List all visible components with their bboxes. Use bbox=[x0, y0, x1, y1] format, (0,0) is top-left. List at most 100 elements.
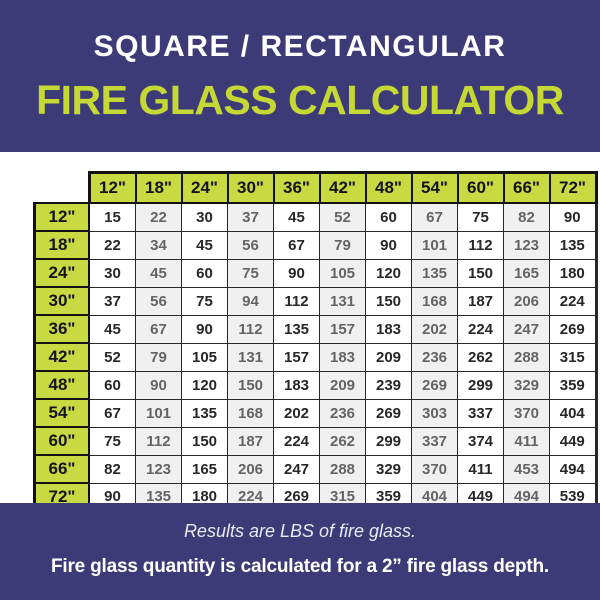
top-banner: SQUARE / RECTANGULAR FIRE GLASS CALCULAT… bbox=[0, 0, 600, 152]
column-header: 24" bbox=[180, 171, 229, 204]
value-cell: 34 bbox=[135, 230, 182, 260]
value-cell: 269 bbox=[411, 370, 458, 400]
value-cell: 150 bbox=[365, 286, 412, 316]
value-cell: 262 bbox=[457, 342, 504, 372]
fire-glass-table: 12" 18" 24" 30" 36" 42" 48" 54" 60" 66" 72" 12" 15 2… bbox=[33, 171, 598, 513]
value-cell: 52 bbox=[88, 342, 136, 372]
value-cell: 303 bbox=[411, 398, 458, 428]
value-cell: 236 bbox=[319, 398, 366, 428]
row-header: 30" bbox=[33, 286, 90, 316]
value-cell: 247 bbox=[273, 454, 320, 484]
value-cell: 269 bbox=[549, 314, 598, 344]
row-header: 60" bbox=[33, 426, 90, 456]
banner-title: FIRE GLASS CALCULATOR bbox=[36, 77, 564, 123]
value-cell: 131 bbox=[227, 342, 274, 372]
value-cell: 45 bbox=[88, 314, 136, 344]
value-cell: 67 bbox=[411, 202, 458, 232]
value-cell: 45 bbox=[181, 230, 228, 260]
value-cell: 45 bbox=[135, 258, 182, 288]
column-header: 72" bbox=[548, 171, 598, 204]
value-cell: 206 bbox=[503, 286, 550, 316]
value-cell: 30 bbox=[181, 202, 228, 232]
table-head-row: 12" 18" 24" 30" 36" 42" 48" 54" 60" 66" 72" bbox=[35, 171, 598, 204]
value-cell: 135 bbox=[181, 398, 228, 428]
table-row: 42" 52 79 105 131 157 183 209 236 262 288 315 bbox=[33, 342, 598, 372]
value-cell: 168 bbox=[227, 398, 274, 428]
value-cell: 183 bbox=[365, 314, 412, 344]
value-cell: 105 bbox=[319, 258, 366, 288]
value-cell: 101 bbox=[135, 398, 182, 428]
value-cell: 112 bbox=[135, 426, 182, 456]
value-cell: 183 bbox=[319, 342, 366, 372]
value-cell: 299 bbox=[457, 370, 504, 400]
value-cell: 82 bbox=[88, 454, 136, 484]
corner-cell bbox=[35, 173, 90, 204]
value-cell: 329 bbox=[365, 454, 412, 484]
value-cell: 157 bbox=[273, 342, 320, 372]
footer: Results are LBS of fire glass. Fire glas… bbox=[0, 503, 600, 600]
value-cell: 60 bbox=[88, 370, 136, 400]
value-cell: 202 bbox=[273, 398, 320, 428]
row-header: 24" bbox=[33, 258, 90, 288]
row-header: 54" bbox=[33, 398, 90, 428]
column-header: 30" bbox=[226, 171, 275, 204]
value-cell: 262 bbox=[319, 426, 366, 456]
value-cell: 224 bbox=[549, 286, 598, 316]
value-cell: 411 bbox=[503, 426, 550, 456]
row-header: 18" bbox=[33, 230, 90, 260]
value-cell: 374 bbox=[457, 426, 504, 456]
value-cell: 453 bbox=[503, 454, 550, 484]
value-cell: 337 bbox=[411, 426, 458, 456]
value-cell: 79 bbox=[135, 342, 182, 372]
value-cell: 56 bbox=[227, 230, 274, 260]
column-header: 36" bbox=[272, 171, 321, 204]
column-header: 48" bbox=[364, 171, 413, 204]
value-cell: 112 bbox=[273, 286, 320, 316]
value-cell: 112 bbox=[457, 230, 504, 260]
value-cell: 206 bbox=[227, 454, 274, 484]
row-header: 12" bbox=[33, 202, 90, 232]
value-cell: 90 bbox=[181, 314, 228, 344]
value-cell: 105 bbox=[181, 342, 228, 372]
row-header: 66" bbox=[33, 454, 90, 484]
value-cell: 359 bbox=[549, 370, 598, 400]
value-cell: 180 bbox=[549, 258, 598, 288]
table-row: 66" 82 123 165 206 247 288 329 370 411 453 494 bbox=[33, 454, 598, 484]
row-header: 36" bbox=[33, 314, 90, 344]
value-cell: 123 bbox=[503, 230, 550, 260]
value-cell: 135 bbox=[273, 314, 320, 344]
value-cell: 329 bbox=[503, 370, 550, 400]
value-cell: 94 bbox=[227, 286, 274, 316]
value-cell: 60 bbox=[365, 202, 412, 232]
value-cell: 370 bbox=[503, 398, 550, 428]
value-cell: 15 bbox=[88, 202, 136, 232]
value-cell: 82 bbox=[503, 202, 550, 232]
banner-subtitle: SQUARE / RECTANGULAR bbox=[93, 30, 507, 63]
value-cell: 187 bbox=[457, 286, 504, 316]
table-row: 30" 37 56 75 94 112 131 150 168 187 206 224 bbox=[33, 286, 598, 316]
value-cell: 120 bbox=[181, 370, 228, 400]
column-header: 12" bbox=[87, 171, 137, 204]
row-header: 42" bbox=[33, 342, 90, 372]
value-cell: 45 bbox=[273, 202, 320, 232]
column-header: 42" bbox=[318, 171, 367, 204]
value-cell: 22 bbox=[135, 202, 182, 232]
value-cell: 150 bbox=[457, 258, 504, 288]
table-row: 54" 67 101 135 168 202 236 269 303 337 370 404 bbox=[33, 398, 598, 428]
value-cell: 75 bbox=[227, 258, 274, 288]
value-cell: 165 bbox=[181, 454, 228, 484]
value-cell: 157 bbox=[319, 314, 366, 344]
value-cell: 37 bbox=[88, 286, 136, 316]
value-cell: 449 bbox=[549, 426, 598, 456]
value-cell: 150 bbox=[181, 426, 228, 456]
value-cell: 288 bbox=[319, 454, 366, 484]
value-cell: 269 bbox=[365, 398, 412, 428]
table-row: 36" 45 67 90 112 135 157 183 202 224 247 269 bbox=[33, 314, 598, 344]
value-cell: 370 bbox=[411, 454, 458, 484]
table-row: 12" 15 22 30 37 45 52 60 67 75 82 90 bbox=[33, 202, 598, 232]
value-cell: 165 bbox=[503, 258, 550, 288]
column-header: 18" bbox=[134, 171, 183, 204]
value-cell: 299 bbox=[365, 426, 412, 456]
table-row: 24" 30 45 60 75 90 105 120 135 150 165 180 bbox=[33, 258, 598, 288]
